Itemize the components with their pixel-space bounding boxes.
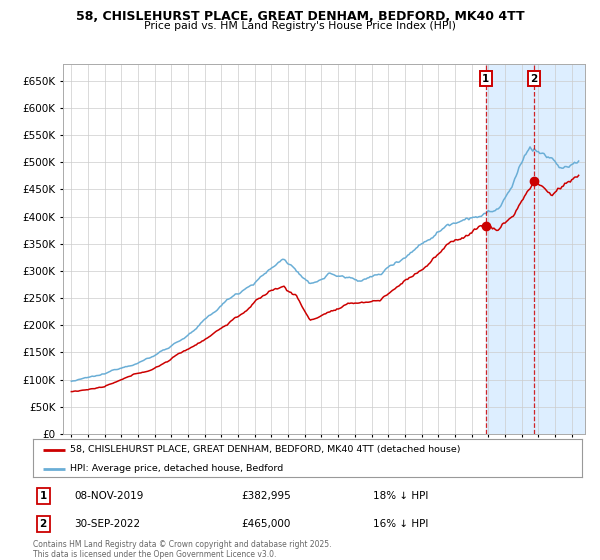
Text: 1: 1 bbox=[482, 73, 490, 83]
Text: £465,000: £465,000 bbox=[242, 519, 291, 529]
Text: 2: 2 bbox=[40, 519, 47, 529]
Text: Price paid vs. HM Land Registry's House Price Index (HPI): Price paid vs. HM Land Registry's House … bbox=[144, 21, 456, 31]
Text: 18% ↓ HPI: 18% ↓ HPI bbox=[373, 491, 429, 501]
Text: 1: 1 bbox=[40, 491, 47, 501]
Text: 16% ↓ HPI: 16% ↓ HPI bbox=[373, 519, 429, 529]
Text: Contains HM Land Registry data © Crown copyright and database right 2025.
This d: Contains HM Land Registry data © Crown c… bbox=[33, 540, 331, 559]
Text: 30-SEP-2022: 30-SEP-2022 bbox=[74, 519, 140, 529]
Text: £382,995: £382,995 bbox=[242, 491, 292, 501]
Text: 08-NOV-2019: 08-NOV-2019 bbox=[74, 491, 143, 501]
Text: 58, CHISLEHURST PLACE, GREAT DENHAM, BEDFORD, MK40 4TT: 58, CHISLEHURST PLACE, GREAT DENHAM, BED… bbox=[76, 10, 524, 22]
Text: 2: 2 bbox=[530, 73, 538, 83]
Text: HPI: Average price, detached house, Bedford: HPI: Average price, detached house, Bedf… bbox=[70, 464, 284, 473]
Text: 58, CHISLEHURST PLACE, GREAT DENHAM, BEDFORD, MK40 4TT (detached house): 58, CHISLEHURST PLACE, GREAT DENHAM, BED… bbox=[70, 445, 461, 454]
Bar bbox=[486, 64, 585, 434]
